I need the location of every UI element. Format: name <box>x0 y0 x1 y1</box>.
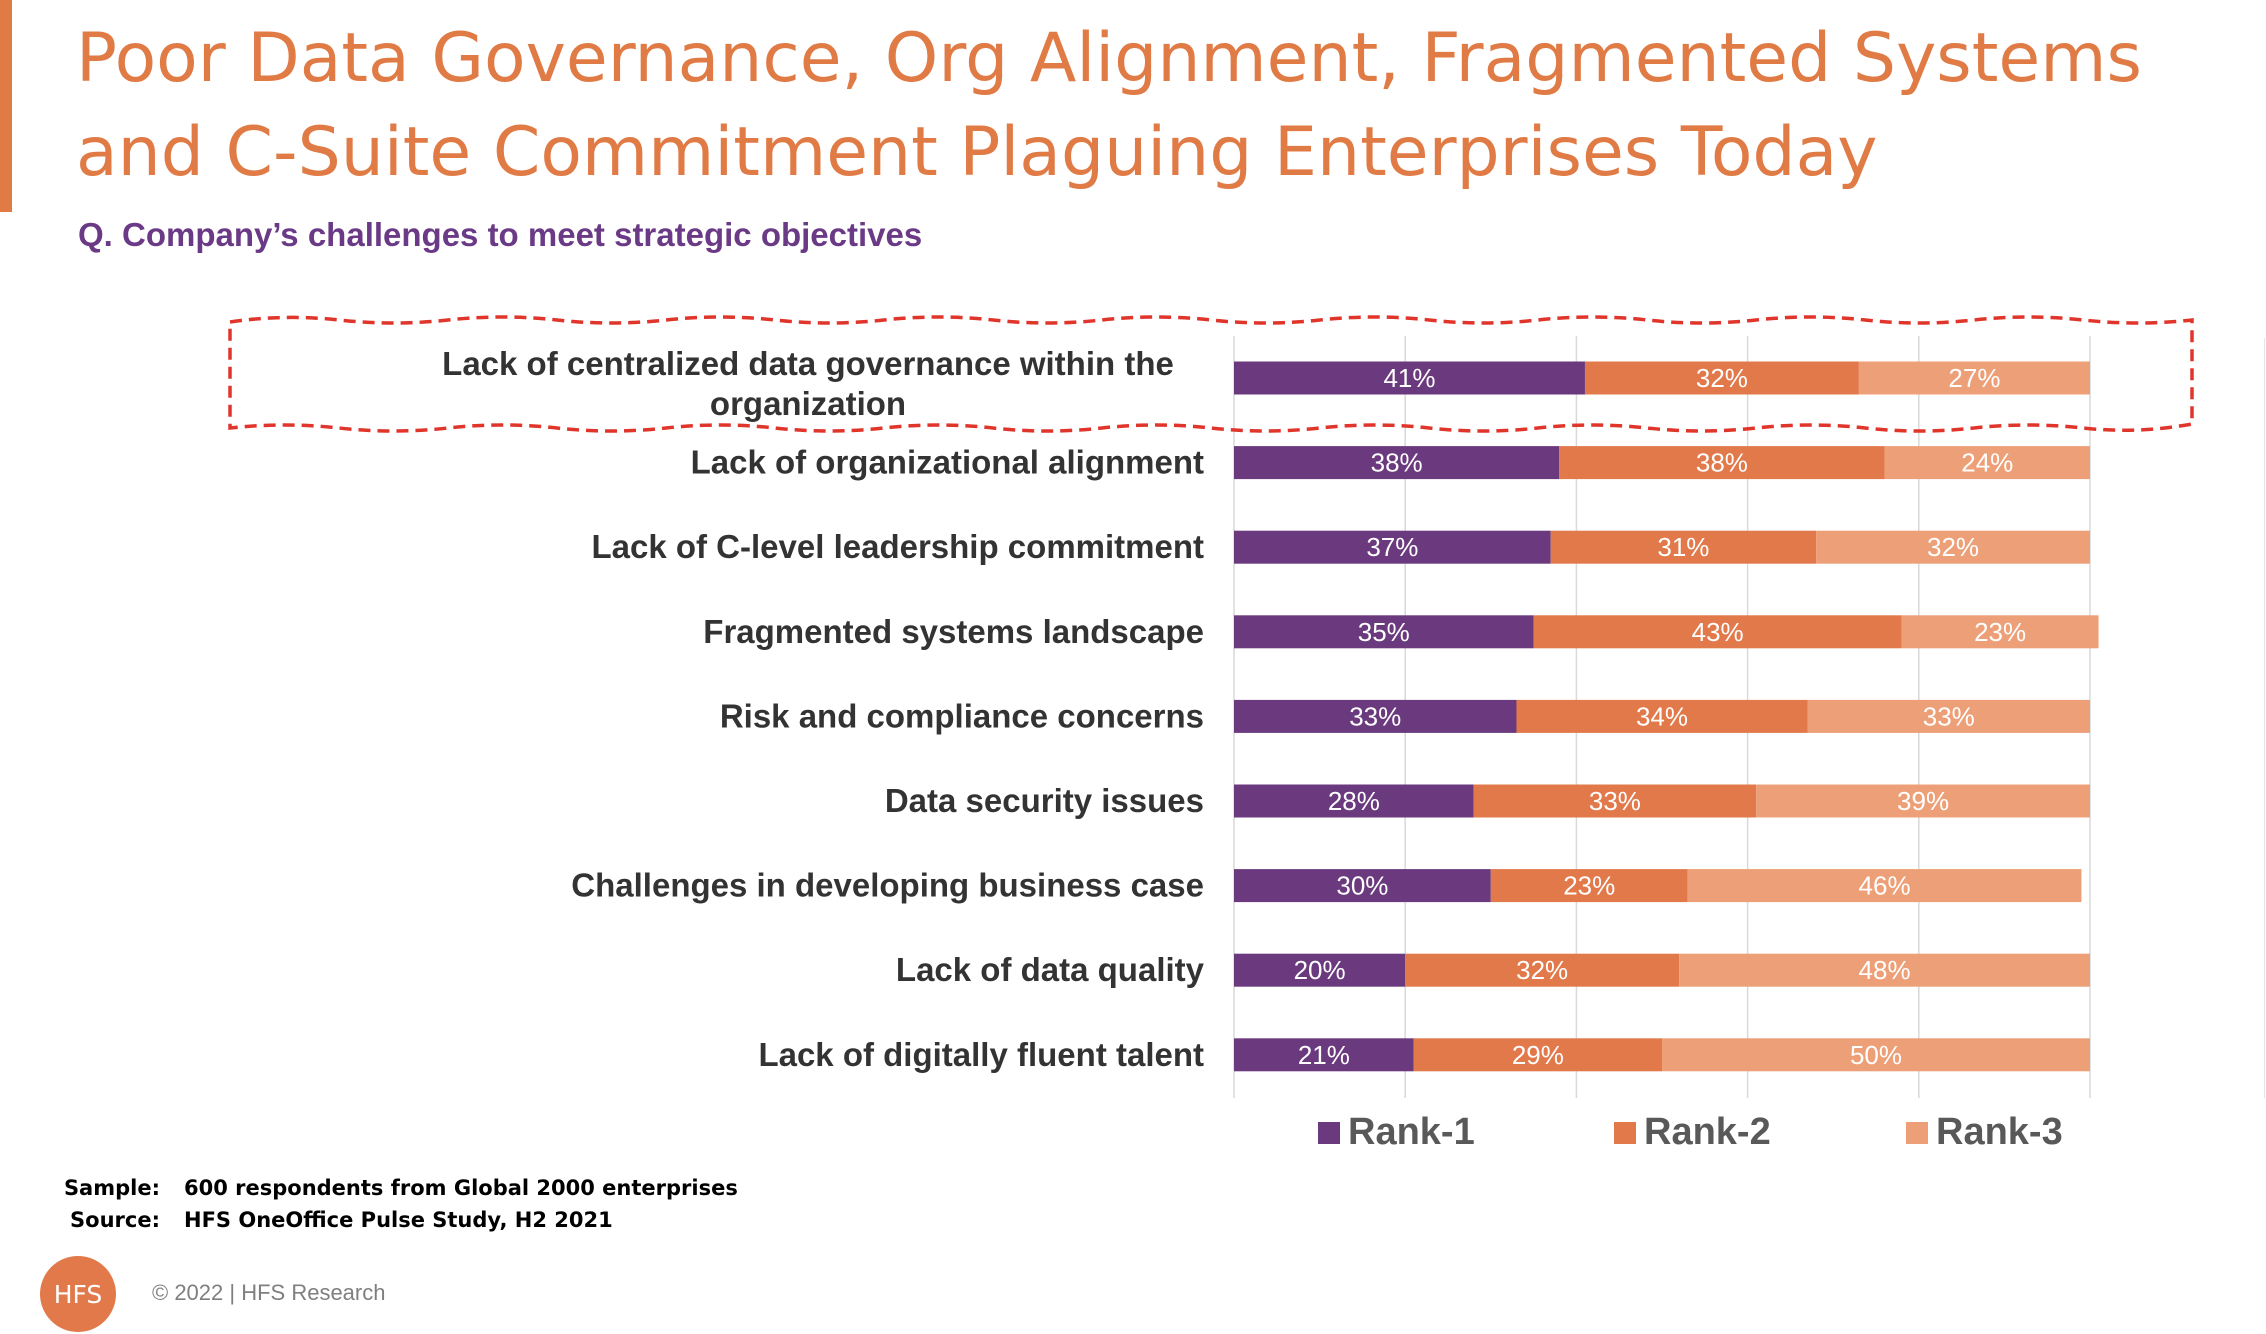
category-label: Lack of centralized data governance with… <box>442 345 1174 422</box>
bar-segment-rank-2 <box>1550 530 1817 564</box>
data-label: 33% <box>1349 701 1401 731</box>
legend-label-rank-3: Rank-3 <box>1936 1111 2063 1153</box>
category-label: Lack of C-level leadership commitment <box>591 528 1204 565</box>
bar-segment-rank-1 <box>1234 869 1491 903</box>
bar-segment-rank-2 <box>1516 699 1808 733</box>
data-label: 33% <box>1923 701 1975 731</box>
legend-label-rank-1: Rank-1 <box>1348 1111 1475 1153</box>
data-label: 28% <box>1328 786 1380 816</box>
bar-segment-rank-2 <box>1584 361 1859 395</box>
data-label: 31% <box>1657 532 1709 562</box>
data-label: 32% <box>1516 955 1568 985</box>
chart-category-labels: Lack of centralized data governance with… <box>442 345 1204 1073</box>
bar-segment-rank-2 <box>1533 615 1902 649</box>
bar-segment-rank-1 <box>1234 615 1534 649</box>
stacked-bar-chart: 41% 32% 27% 38% 38% 24% 37% 31% 32% 35% 43% 23% 33% 3… <box>228 315 2194 1153</box>
title-accent-bar <box>0 0 12 212</box>
page-title: Poor Data Governance, Org Alignment, Fra… <box>76 19 2142 192</box>
category-label: Challenges in developing business case <box>571 867 1204 904</box>
bar-segment-rank-2 <box>1473 784 1757 818</box>
bar-segment-rank-1 <box>1234 530 1551 564</box>
data-label: 27% <box>1948 363 2000 393</box>
category-label: Lack of data quality <box>896 951 1205 988</box>
bar-segment-rank-1 <box>1234 699 1517 733</box>
copyright-text: © 2022 | HFS Research <box>152 1280 386 1305</box>
data-label: 43% <box>1692 617 1744 647</box>
bar-segment-rank-3 <box>1662 1038 2090 1072</box>
sample-text: 600 respondents from Global 2000 enterpr… <box>184 1176 738 1200</box>
hfs-logo: HFS <box>40 1256 116 1332</box>
data-label: 32% <box>1927 532 1979 562</box>
bar-segment-rank-3 <box>1679 953 2090 987</box>
chart-subtitle: Q. Company’s challenges to meet strategi… <box>78 216 923 253</box>
bar-segment-rank-1 <box>1234 361 1585 395</box>
data-label: 34% <box>1636 701 1688 731</box>
data-label: 38% <box>1371 448 1423 478</box>
source-label: Source: <box>70 1208 160 1232</box>
legend-label-rank-2: Rank-2 <box>1644 1111 1771 1153</box>
bar-segment-rank-3 <box>1756 784 2090 818</box>
data-label: 23% <box>1563 871 1615 901</box>
bar-segment-rank-3 <box>1858 361 2090 395</box>
data-label: 20% <box>1294 955 1346 985</box>
data-label: 21% <box>1298 1040 1350 1070</box>
bar-segment-rank-1 <box>1234 953 1406 987</box>
bar-segment-rank-3 <box>1901 615 2099 649</box>
bar-segment-rank-2 <box>1490 869 1688 903</box>
bar-segment-rank-1 <box>1234 446 1560 480</box>
right-divider <box>2264 338 2265 1098</box>
bar-segment-rank-3 <box>1884 446 2090 480</box>
data-label: 48% <box>1859 955 1911 985</box>
data-label: 32% <box>1696 363 1748 393</box>
source-note: Source: HFS OneOffice Pulse Study, H2 202… <box>48 1208 613 1232</box>
category-label: Data security issues <box>885 782 1204 819</box>
bar-segment-rank-2 <box>1405 953 1680 987</box>
category-label: Fragmented systems landscape <box>703 613 1204 650</box>
category-label: Risk and compliance concerns <box>720 697 1204 734</box>
legend-swatch-rank-3 <box>1906 1122 1928 1144</box>
legend-swatch-rank-1 <box>1318 1122 1340 1144</box>
bar-segment-rank-1 <box>1234 1038 1414 1072</box>
highlight-box-layer <box>228 315 2194 433</box>
legend-swatch-rank-2 <box>1614 1122 1636 1144</box>
category-label: Lack of digitally fluent talent <box>758 1036 1204 1073</box>
chart-bars: 41% 32% 27% 38% 38% 24% 37% 31% 32% 35% 43% 23% 33% 3… <box>1234 361 2099 1072</box>
bar-segment-rank-1 <box>1234 784 1474 818</box>
chart-legend: Rank-1 Rank-2 Rank-3 <box>1318 1111 2063 1153</box>
bar-segment-rank-2 <box>1559 446 1885 480</box>
data-label: 39% <box>1897 786 1949 816</box>
data-label: 46% <box>1859 871 1911 901</box>
bar-segment-rank-3 <box>1816 530 2090 564</box>
data-label: 50% <box>1850 1040 1902 1070</box>
data-label: 38% <box>1696 448 1748 478</box>
data-label: 29% <box>1512 1040 1564 1070</box>
data-label: 23% <box>1974 617 2026 647</box>
bar-segment-rank-3 <box>1687 869 2082 903</box>
data-label: 35% <box>1358 617 1410 647</box>
data-label: 24% <box>1961 448 2013 478</box>
category-label: Lack of organizational alignment <box>691 444 1204 481</box>
data-label: 33% <box>1589 786 1641 816</box>
highlight-box <box>228 315 2194 433</box>
sample-label: Sample: <box>63 1176 160 1200</box>
data-label: 41% <box>1383 363 1435 393</box>
source-text: HFS OneOffice Pulse Study, H2 2021 <box>184 1208 613 1232</box>
data-label: 37% <box>1366 532 1418 562</box>
bar-segment-rank-3 <box>1807 699 2090 733</box>
sample-note: Sample: 600 respondents from Global 2000 … <box>48 1176 738 1200</box>
data-label: 30% <box>1336 871 1388 901</box>
bar-segment-rank-2 <box>1413 1038 1662 1072</box>
